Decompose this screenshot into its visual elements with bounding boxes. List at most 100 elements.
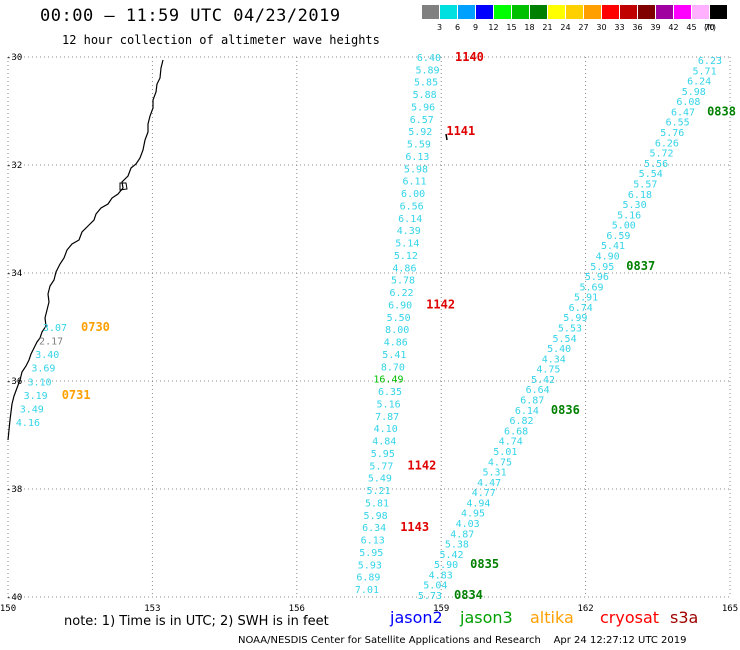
- map-subtitle: 12 hour collection of altimeter wave hei…: [62, 33, 380, 47]
- wave-height-value: 3.19: [24, 391, 48, 402]
- scale-label: 15: [506, 23, 517, 32]
- lon-tick-label: 156: [289, 604, 305, 614]
- scale-swatch: [512, 5, 529, 19]
- wave-height-value: 5.95: [590, 262, 614, 273]
- coastal-island: [119, 182, 128, 191]
- lat-lon-grid: [7, 56, 731, 598]
- wave-height-value: 5.38: [445, 540, 469, 551]
- wave-height-value: 5.42: [439, 550, 463, 561]
- pass-time-labels: 1140 1141 1142 1142 1143 0838 0837 0836 0835 0834…: [62, 50, 736, 602]
- wave-height-value: 4.87: [450, 529, 474, 540]
- wave-height-value: 4.77: [472, 488, 496, 499]
- scale-swatch: [440, 5, 457, 19]
- pass-time-label: 1140: [455, 50, 484, 64]
- pass-time-label: 0730: [81, 320, 110, 334]
- lat-tick-label: -40: [6, 593, 22, 603]
- wave-height-value: 5.12: [394, 251, 418, 262]
- wave-height-value: 3.49: [20, 404, 44, 415]
- satellite-legend-jason3: jason3: [460, 608, 513, 627]
- scale-unit: (ft): [704, 23, 717, 32]
- wave-height-value: 5.56: [644, 159, 668, 170]
- satellite-legend-s3a: s3a: [670, 608, 699, 627]
- wave-height-value: 6.14: [515, 406, 539, 417]
- wave-height-value: 5.98: [364, 511, 388, 522]
- scale-label: 6: [454, 23, 461, 32]
- wave-height-value: 5.92: [408, 127, 432, 138]
- wave-height-value: 4.94: [466, 498, 490, 509]
- wave-height-value: 5.76: [660, 128, 684, 139]
- lat-tick-label: -38: [6, 485, 22, 495]
- pass-time-label: 1141: [446, 124, 475, 138]
- wave-height-value: 4.90: [596, 251, 620, 262]
- wave-height-value: 5.54: [553, 334, 577, 345]
- wave-height-value: 6.40: [417, 53, 441, 64]
- wave-height-value: 6.18: [628, 190, 652, 201]
- wave-height-value: 6.26: [655, 138, 679, 149]
- scale-swatch: [710, 5, 727, 19]
- wave-height-value: 6.13: [405, 152, 429, 163]
- wave-height-value: 3.69: [31, 364, 55, 375]
- scale-label: 21: [542, 23, 553, 32]
- scale-swatch: [476, 5, 493, 19]
- scale-swatch: [422, 5, 439, 19]
- wave-height-value: 5.00: [612, 221, 636, 232]
- pass-time-label: 0835: [470, 557, 499, 571]
- wave-height-value: 5.78: [391, 276, 415, 287]
- wave-height-value: 3.10: [27, 377, 51, 388]
- pass-time-label: 0837: [626, 259, 655, 273]
- scale-swatch: [656, 5, 673, 19]
- lat-tick-label: -36: [6, 377, 22, 387]
- scale-label: 24: [560, 23, 571, 32]
- wave-height-value: 4.34: [542, 354, 566, 365]
- lon-tick-label: 162: [577, 604, 593, 614]
- wave-height-value: 4.47: [477, 478, 501, 489]
- wave-height-value: 4.86: [384, 338, 408, 349]
- scale-label: 70: [704, 23, 715, 32]
- scale-label: 30: [596, 23, 607, 32]
- wave-height-value: 5.41: [382, 350, 406, 361]
- lat-tick-label: -30: [6, 53, 22, 63]
- wave-height-value: 5.99: [563, 313, 587, 324]
- scale-swatch: [674, 5, 691, 19]
- wave-height-value: 5.53: [558, 324, 582, 335]
- timestamp-text: Apr 24 12:27:12 UTC 2019: [553, 635, 687, 646]
- wave-height-value: 5.85: [414, 78, 438, 89]
- wave-height-value: 7.01: [355, 585, 379, 596]
- legend-note: note: 1) Time is in UTC; 2) SWH is in fe…: [64, 614, 329, 629]
- lat-tick-label: -34: [6, 269, 22, 279]
- scale-label: 39: [650, 23, 661, 32]
- wave-height-value: 4.95: [461, 509, 485, 520]
- scale-swatch: [602, 5, 619, 19]
- wave-height-value: 6.87: [520, 396, 544, 407]
- wave-height-value: 6.57: [410, 115, 434, 126]
- wave-height-value: 6.56: [400, 201, 424, 212]
- lon-tick-label: 150: [0, 604, 16, 614]
- wave-height-value: 5.98: [682, 87, 706, 98]
- wave-height-value: 5.50: [387, 313, 411, 324]
- wave-height-value: 6.22: [390, 288, 414, 299]
- wave-height-value: 4.75: [488, 457, 512, 468]
- wave-height-value: 5.90: [434, 560, 458, 571]
- wave-height-value: 5.96: [411, 102, 435, 113]
- wave-height-value: 5.88: [413, 90, 437, 101]
- wave-height-value: 5.95: [359, 548, 383, 559]
- wave-height-value: 5.54: [639, 169, 663, 180]
- wave-height-value: 4.84: [372, 437, 396, 448]
- pass-time-label: 1143: [400, 520, 429, 534]
- wave-height-value: 5.21: [366, 486, 390, 497]
- wave-height-value: 6.47: [671, 107, 695, 118]
- wave-height-value: 5.71: [693, 66, 717, 77]
- wave-height-value: 5.69: [579, 282, 603, 293]
- scale-label: 9: [472, 23, 479, 32]
- wave-height-value: 5.40: [547, 344, 571, 355]
- wave-height-values: 6.405.895.855.885.966.575.925.596.135.98…: [16, 53, 722, 602]
- wave-height-value: 6.82: [509, 416, 533, 427]
- scale-label: 3: [436, 23, 443, 32]
- scale-swatch: [692, 5, 709, 19]
- wave-height-value: 8.70: [381, 362, 405, 373]
- scale-label: 36: [632, 23, 643, 32]
- wave-height-value: 5.73: [418, 591, 442, 602]
- wave-height-value: 5.95: [371, 449, 395, 460]
- wave-height-value: 5.93: [358, 560, 382, 571]
